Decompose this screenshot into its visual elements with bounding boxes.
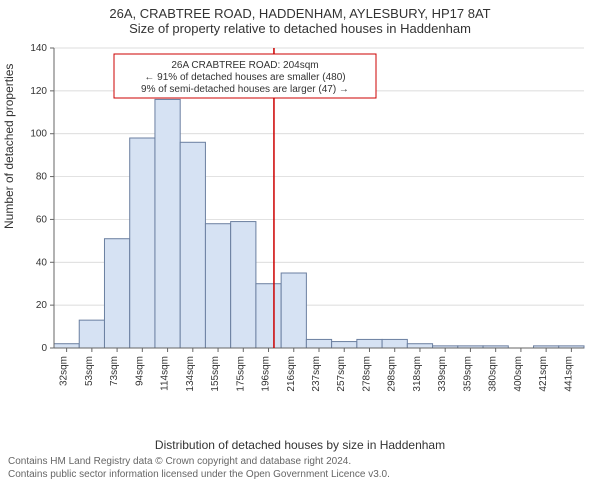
- x-tick-label: 155sqm: [210, 356, 221, 392]
- chart-title-main: 26A, CRABTREE ROAD, HADDENHAM, AYLESBURY…: [0, 6, 600, 21]
- x-tick-label: 359sqm: [462, 356, 473, 392]
- y-tick-label: 80: [36, 172, 48, 183]
- histogram-bar: [332, 342, 357, 348]
- footer-line-2: Contains public sector information licen…: [8, 469, 592, 482]
- histogram-bar: [281, 273, 306, 348]
- histogram-bar: [79, 320, 104, 348]
- x-tick-label: 32sqm: [59, 356, 70, 386]
- x-tick-label: 237sqm: [311, 356, 322, 392]
- x-tick-label: 421sqm: [538, 356, 549, 392]
- x-tick-label: 134sqm: [185, 356, 196, 392]
- footer-line-1: Contains HM Land Registry data © Crown c…: [8, 456, 592, 469]
- chart-area: Number of detached properties 0 20 40 60 80 1…: [0, 36, 600, 436]
- histogram-bar: [130, 138, 155, 348]
- histogram-bar: [382, 339, 407, 348]
- annotation-line: 9% of semi-detached houses are larger (4…: [141, 84, 349, 95]
- y-tick-label: 0: [41, 343, 47, 354]
- histogram-bar: [54, 344, 79, 348]
- x-axis-label: Distribution of detached houses by size …: [0, 438, 600, 452]
- x-tick-label: 114sqm: [160, 356, 171, 391]
- histogram-bar: [155, 99, 180, 348]
- y-tick-label: 140: [30, 43, 47, 54]
- histogram-bar: [306, 339, 331, 348]
- x-tick-label: 441sqm: [563, 356, 574, 392]
- histogram-bar: [180, 142, 205, 348]
- y-axis-label: Number of detached properties: [2, 64, 16, 229]
- y-tick-label: 60: [36, 214, 48, 225]
- x-tick-label: 400sqm: [513, 356, 524, 392]
- x-tick-label: 298sqm: [387, 356, 398, 392]
- x-tick-label: 278sqm: [361, 356, 372, 392]
- histogram-bar: [256, 284, 281, 348]
- y-tick-label: 120: [30, 86, 47, 97]
- x-tick-label: 94sqm: [134, 356, 145, 386]
- x-tick-label: 318sqm: [412, 356, 423, 392]
- histogram-bar: [407, 344, 432, 348]
- x-tick-label: 53sqm: [84, 356, 95, 386]
- x-tick-label: 196sqm: [261, 356, 272, 392]
- histogram-bar: [205, 224, 230, 348]
- chart-title-sub: Size of property relative to detached ho…: [0, 21, 600, 36]
- x-tick-label: 257sqm: [336, 356, 347, 392]
- y-tick-label: 20: [36, 300, 48, 311]
- annotation-line: 26A CRABTREE ROAD: 204sqm: [171, 60, 318, 71]
- histogram-bar: [231, 222, 256, 348]
- x-tick-label: 216sqm: [286, 356, 297, 392]
- x-tick-label: 175sqm: [235, 356, 246, 392]
- x-tick-label: 73sqm: [109, 356, 120, 386]
- histogram-chart: 0 20 40 60 80 100 120 140 32sqm 53sqm 73sqm 94sqm 11…: [0, 36, 600, 416]
- x-tick-label: 380sqm: [488, 356, 499, 392]
- title-block: 26A, CRABTREE ROAD, HADDENHAM, AYLESBURY…: [0, 0, 600, 36]
- histogram-bar: [104, 239, 129, 348]
- x-tick-label: 339sqm: [437, 356, 448, 392]
- annotation-line: ← 91% of detached houses are smaller (48…: [144, 72, 345, 83]
- y-tick-label: 40: [36, 257, 48, 268]
- histogram-bar: [357, 339, 382, 348]
- y-tick-label: 100: [30, 129, 47, 140]
- footer-attribution: Contains HM Land Registry data © Crown c…: [0, 452, 600, 481]
